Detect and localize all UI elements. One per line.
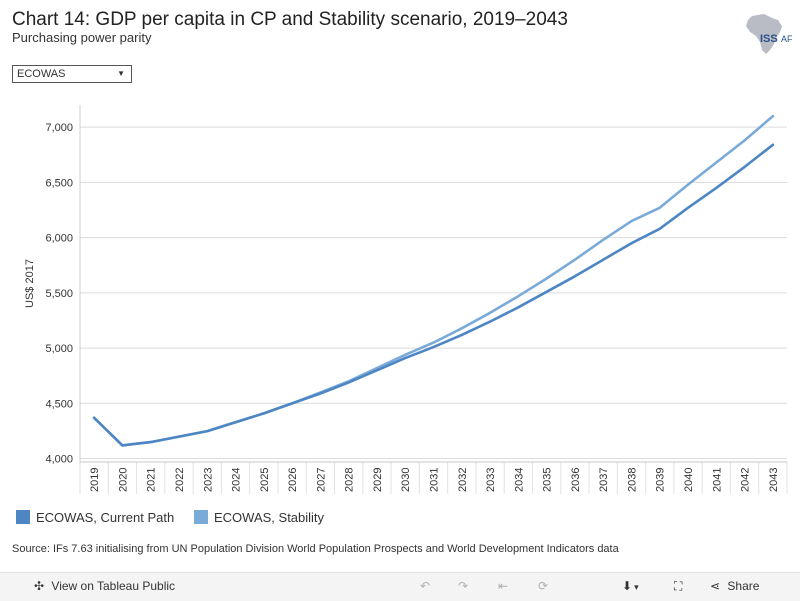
y-tick-label: 5,000 xyxy=(45,343,73,355)
x-tick-label: 2036 xyxy=(570,468,582,492)
region-filter-dropdown[interactable]: ECOWAS ▼ xyxy=(12,65,132,83)
x-tick-label: 2026 xyxy=(287,468,299,492)
legend-label-current-path: ECOWAS, Current Path xyxy=(36,510,175,525)
x-tick-label: 2029 xyxy=(372,468,384,492)
x-tick-label: 2034 xyxy=(513,468,525,492)
iss-africa-logo: ISS AF xyxy=(746,14,792,54)
series-line-current-path xyxy=(92,143,775,447)
view-on-tableau-button[interactable]: ✣ View on Tableau Public xyxy=(34,579,175,593)
x-tick-label: 2025 xyxy=(259,468,271,492)
legend-swatch-current-path xyxy=(16,510,30,524)
x-tick-label: 2022 xyxy=(174,468,186,492)
y-tick-label: 4,500 xyxy=(45,398,73,410)
source-note: Source: IFs 7.63 initialising from UN Po… xyxy=(12,543,619,555)
redo-icon[interactable]: ↷ xyxy=(458,579,469,593)
x-tick-label: 2024 xyxy=(231,468,243,492)
fullscreen-icon[interactable]: ⛶ xyxy=(674,579,683,593)
x-tick-label: 2043 xyxy=(768,468,780,492)
logo-suffix: AF xyxy=(781,34,792,44)
x-tick-label: 2020 xyxy=(117,468,129,492)
x-tick-label: 2037 xyxy=(598,468,610,492)
chart-title: Chart 14: GDP per capita in CP and Stabi… xyxy=(12,9,568,30)
x-tick-label: 2019 xyxy=(89,468,101,492)
x-tick-label: 2041 xyxy=(711,468,723,492)
legend-swatch-stability xyxy=(194,510,208,524)
x-tick-label: 2028 xyxy=(344,468,356,492)
y-tick-label: 4,000 xyxy=(45,454,73,466)
y-tick-label: 6,500 xyxy=(45,177,73,189)
region-filter-value: ECOWAS xyxy=(17,68,66,80)
y-tick-label: 6,000 xyxy=(45,233,73,245)
chart-subtitle: Purchasing power parity xyxy=(12,30,152,45)
view-on-tableau-label: View on Tableau Public xyxy=(51,579,176,593)
tableau-toolbar: ✣ View on Tableau Public ↶ ↷ ⇤ ⟳ ⬇ ▾ ⛶ ⋖ … xyxy=(0,572,800,601)
x-tick-label: 2021 xyxy=(146,468,158,492)
legend-item-current-path[interactable]: ECOWAS, Current Path xyxy=(16,510,174,525)
revert-icon[interactable]: ⇤ xyxy=(498,579,509,593)
y-axis-label: US$ 2017 xyxy=(24,259,36,308)
tableau-icon: ✣ xyxy=(34,579,45,593)
legend-item-stability[interactable]: ECOWAS, Stability xyxy=(194,510,324,525)
y-tick-label: 7,000 xyxy=(45,122,73,134)
share-label: Share xyxy=(727,579,760,593)
undo-icon[interactable]: ↶ xyxy=(420,579,431,593)
dropdown-arrow-icon: ▼ xyxy=(117,69,125,78)
refresh-icon[interactable]: ⟳ xyxy=(538,579,549,593)
download-button[interactable]: ⬇ ▾ xyxy=(622,579,639,593)
x-tick-label: 2040 xyxy=(683,468,695,492)
legend-label-stability: ECOWAS, Stability xyxy=(214,510,325,525)
x-tick-label: 2027 xyxy=(315,468,327,492)
logo-text: ISS xyxy=(760,33,778,45)
x-tick-label: 2042 xyxy=(740,468,752,492)
x-tick-label: 2039 xyxy=(655,468,667,492)
download-icon: ⬇ xyxy=(622,579,633,593)
line-chart: 4,000 4,500 5,000 5,500 6,000 6,500 7,000 2019 2… xyxy=(24,105,788,494)
share-icon: ⋖ xyxy=(710,579,721,593)
download-caret-icon: ▾ xyxy=(634,582,639,592)
series-line-stability xyxy=(92,114,775,447)
x-tick-label: 2023 xyxy=(202,468,214,492)
x-tick-label: 2030 xyxy=(400,468,412,492)
x-tick-label: 2031 xyxy=(429,468,441,492)
y-tick-label: 5,500 xyxy=(45,288,73,300)
share-button[interactable]: ⋖ Share xyxy=(710,579,759,593)
x-tick-label: 2033 xyxy=(485,468,497,492)
x-tick-label: 2038 xyxy=(626,468,638,492)
x-tick-label: 2035 xyxy=(542,468,554,492)
x-tick-label: 2032 xyxy=(457,468,469,492)
